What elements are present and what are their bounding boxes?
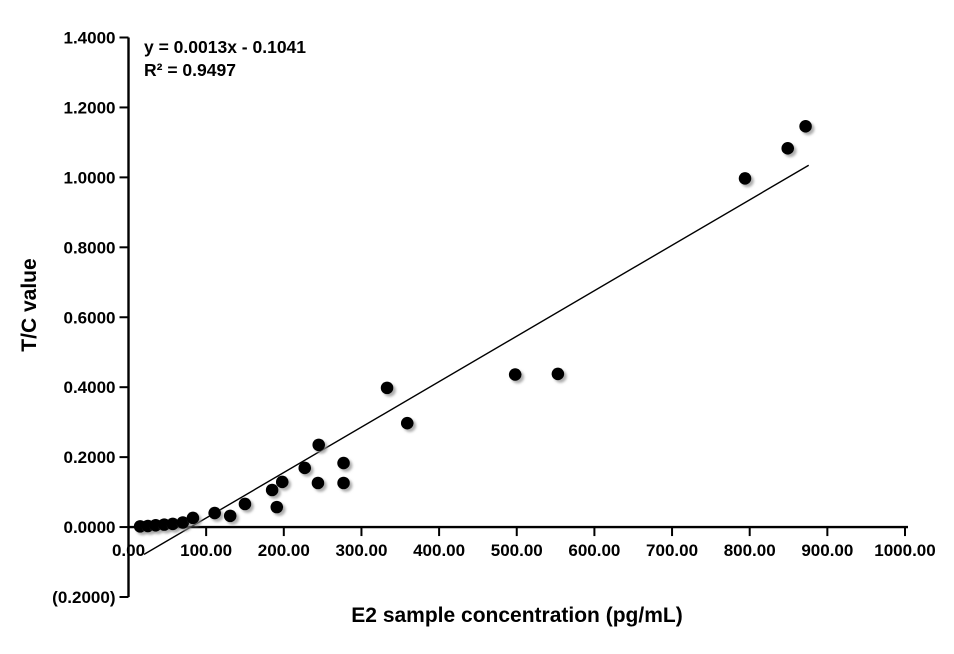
x-tick-label: 900.00	[801, 541, 853, 560]
data-point	[166, 517, 180, 531]
y-tick-label: 0.6000	[64, 308, 116, 327]
data-point	[186, 511, 200, 525]
x-tick-label: 400.00	[413, 541, 465, 560]
x-axis-title: E2 sample concentration (pg/mL)	[351, 604, 683, 627]
data-point	[270, 500, 284, 514]
x-tick-label: 200.00	[258, 541, 310, 560]
data-point	[799, 120, 812, 133]
data-point	[781, 142, 795, 155]
data-point	[311, 476, 325, 490]
trendline-annotation: y = 0.0013x - 0.1041 R² = 0.9497	[144, 36, 306, 82]
data-point	[265, 483, 279, 497]
x-tick-label: 300.00	[335, 541, 387, 560]
x-tick-label: 700.00	[646, 541, 698, 560]
x-tick-label: 500.00	[491, 541, 543, 560]
y-tick-label: 1.0000	[64, 168, 116, 187]
y-tick-label: 0.2000	[64, 448, 116, 467]
data-point	[337, 456, 350, 470]
x-tick-label: 100.00	[180, 541, 232, 560]
equation-text: y = 0.0013x - 0.1041	[144, 37, 307, 57]
data-point	[275, 475, 289, 489]
data-point	[400, 416, 414, 430]
y-tick-label: 0.0000	[64, 518, 116, 537]
y-tick-label: 0.8000	[64, 238, 116, 257]
y-axis-title: T/C value	[18, 258, 41, 352]
x-tick-label: 0.00	[112, 541, 145, 560]
y-tick-label: 1.2000	[64, 98, 116, 117]
y-tick-label: 0.4000	[64, 378, 116, 397]
data-point	[298, 461, 312, 475]
y-tick-label: 1.4000	[64, 29, 116, 48]
y-tick-label: (0.2000)	[52, 588, 115, 607]
data-point	[176, 516, 190, 529]
data-point	[551, 367, 565, 381]
data-point	[508, 368, 522, 381]
trendline	[143, 164, 810, 555]
x-tick-label: 1000.00	[874, 541, 935, 560]
data-point	[223, 509, 237, 523]
data-point	[238, 497, 252, 511]
x-tick-label: 800.00	[724, 541, 776, 560]
data-point	[380, 381, 394, 395]
data-point	[312, 438, 326, 452]
r-squared-text: R² = 0.9497	[144, 60, 236, 80]
data-point	[208, 506, 221, 520]
x-tick-label: 600.00	[568, 541, 620, 560]
data-point	[337, 476, 350, 490]
data-point	[738, 172, 752, 185]
